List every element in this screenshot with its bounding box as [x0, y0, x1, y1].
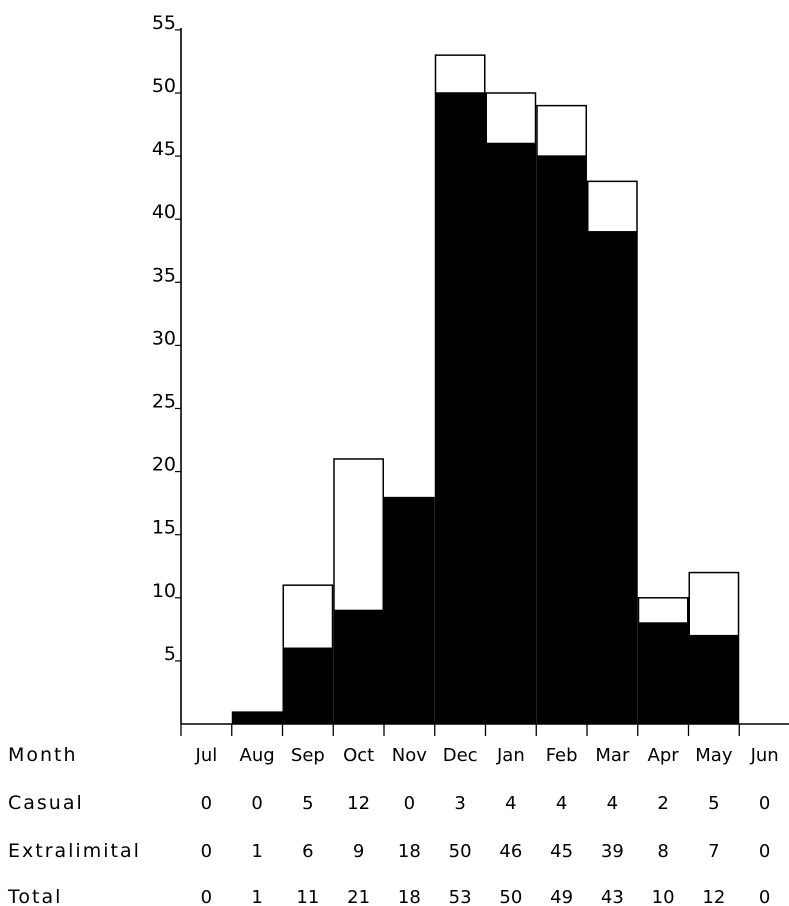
bar-extralimital-nov: [384, 496, 435, 724]
casual-value: 0: [201, 793, 212, 814]
extralimital-value: 9: [353, 841, 364, 862]
extralimital-value: 8: [657, 841, 668, 862]
bar-extralimital-mar: [587, 231, 638, 724]
data-table: Month Casual Extralimital Total Jul Aug Se…: [7, 744, 779, 906]
month-label: Sep: [291, 745, 325, 766]
bar-extralimital-oct: [333, 610, 384, 724]
y-tick-label: 5: [164, 643, 176, 665]
extralimital-value: 0: [759, 841, 770, 862]
y-tick-label: 35: [152, 264, 176, 286]
bars-layer: [231, 54, 740, 725]
axes-layer: [175, 28, 789, 736]
total-value: 43: [601, 887, 624, 906]
bar-extralimital-may: [688, 635, 740, 724]
y-tick-labels: 5 10 15 20 25 30 35 40 45 50 55: [152, 12, 176, 665]
casual-value: 2: [657, 793, 668, 814]
month-label: Dec: [443, 745, 478, 766]
total-value: 49: [550, 887, 573, 906]
casual-value: 0: [251, 793, 262, 814]
month-label: Feb: [546, 745, 578, 766]
bar-casual-sep: [282, 584, 334, 650]
bar-extralimital-jan: [485, 143, 537, 725]
total-value: 0: [201, 887, 212, 906]
bar-casual-feb: [536, 104, 587, 157]
month-label: Aug: [240, 745, 275, 766]
casual-value: 0: [404, 793, 415, 814]
bar-extralimital-aug: [231, 711, 283, 724]
total-value: 18: [398, 887, 421, 906]
extralimital-value: 18: [398, 841, 421, 862]
y-tick-label: 40: [152, 201, 176, 223]
bar-extralimital-sep: [282, 648, 334, 724]
table-cells: Jul Aug Sep Oct Nov Dec Jan Feb Mar Apr May Jun 0 0 5 1…: [195, 745, 779, 906]
extralimital-value: 39: [601, 841, 624, 862]
y-tick-label: 10: [152, 580, 176, 602]
bar-extralimital-feb: [536, 156, 587, 725]
casual-value: 5: [302, 793, 313, 814]
casual-value: 5: [708, 793, 719, 814]
total-value: 50: [499, 887, 522, 906]
bar-casual-dec: [434, 54, 486, 94]
casual-value: 3: [454, 793, 465, 814]
month-label: Oct: [343, 745, 374, 766]
y-tick-label: 20: [152, 454, 176, 476]
month-label: Apr: [648, 745, 680, 766]
row-label-month: Month: [8, 744, 78, 766]
total-value: 0: [759, 887, 770, 906]
extralimital-value: 46: [499, 841, 522, 862]
row-label-casual: Casual: [8, 792, 84, 814]
total-value: 53: [449, 887, 472, 906]
y-tick-label: 15: [152, 517, 176, 539]
casual-value: 4: [607, 793, 618, 814]
bar-casual-oct: [333, 458, 384, 612]
extralimital-value: 45: [550, 841, 573, 862]
month-label: Jan: [496, 745, 525, 766]
extralimital-value: 1: [251, 841, 262, 862]
total-value: 10: [652, 887, 675, 906]
casual-value: 4: [505, 793, 516, 814]
casual-value: 12: [347, 793, 370, 814]
extralimital-value: 7: [708, 841, 719, 862]
total-value: 11: [296, 887, 319, 906]
month-label: Jun: [750, 745, 779, 766]
month-label: Jul: [195, 745, 218, 766]
y-tick-label: 50: [152, 75, 176, 97]
bar-casual-apr: [637, 597, 689, 624]
casual-value: 0: [759, 793, 770, 814]
month-label: Nov: [392, 745, 427, 766]
y-tick-label: 45: [152, 138, 176, 160]
casual-value: 4: [556, 793, 567, 814]
total-value: 21: [347, 887, 370, 906]
extralimital-value: 0: [201, 841, 212, 862]
y-tick-label: 55: [152, 12, 176, 34]
bar-casual-jan: [485, 92, 537, 145]
y-tick-label: 30: [152, 327, 176, 349]
month-label: May: [695, 745, 733, 766]
bar-casual-mar: [587, 180, 638, 233]
total-value: 1: [251, 887, 262, 906]
row-label-total: Total: [7, 886, 62, 906]
extralimital-value: 6: [302, 841, 313, 862]
total-value: 12: [702, 887, 725, 906]
bar-extralimital-dec: [434, 93, 486, 724]
extralimital-value: 50: [449, 841, 472, 862]
y-tick-label: 25: [152, 391, 176, 413]
bar-extralimital-apr: [637, 623, 689, 724]
month-label: Mar: [595, 745, 630, 766]
bar-casual-may: [688, 571, 740, 637]
row-label-extralimital: Extralimital: [8, 840, 141, 862]
